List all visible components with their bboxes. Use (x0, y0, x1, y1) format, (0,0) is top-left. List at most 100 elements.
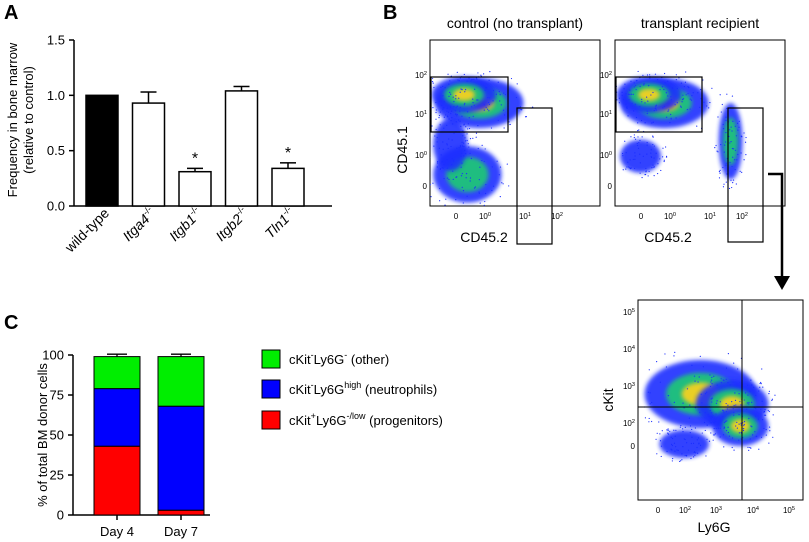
event-dot (439, 168, 441, 171)
plot1-y-tick-label-base: 10 (415, 151, 424, 160)
event-dot (670, 96, 672, 98)
event-dot (651, 166, 653, 169)
event-dot (634, 138, 637, 140)
plot2-y-tick-label-exp: 1 (609, 110, 612, 116)
event-dot (498, 90, 500, 93)
event-dot (649, 74, 651, 76)
event-dot (738, 432, 740, 434)
panel-a-y-tick-label: 1.5 (47, 33, 65, 48)
panel-c-stack-segment (93, 388, 141, 447)
event-dot (426, 98, 427, 99)
event-dot (464, 102, 466, 104)
event-dot (725, 402, 727, 405)
inset-x-tick-label-exp: 4 (756, 506, 759, 512)
event-dot (660, 169, 662, 172)
panel-c-y-axis-label: % of total BM donor cells (35, 363, 50, 507)
event-dot (622, 169, 624, 171)
event-dot (723, 426, 725, 428)
event-dot (649, 403, 651, 405)
event-dot (461, 152, 463, 155)
event-dot (716, 150, 718, 152)
event-dot (727, 381, 729, 384)
event-dot (436, 166, 438, 168)
event-dot (763, 414, 766, 416)
panel-c-legend-swatch (261, 379, 281, 399)
event-dot (431, 125, 433, 127)
event-dot (704, 429, 706, 432)
event-dot (618, 102, 620, 104)
event-dot (655, 107, 657, 109)
event-dot (633, 134, 635, 136)
inset-x-tick-label-exp: 5 (792, 506, 795, 512)
inset-y-tick-label: 105 (623, 308, 635, 317)
panel-a-y-tick-label: 0.0 (47, 199, 65, 214)
event-dot (661, 156, 664, 158)
event-dot (442, 85, 444, 88)
event-dot (430, 196, 432, 198)
plot1-x-tick-label-exp: 1 (528, 212, 531, 218)
event-dot (637, 130, 639, 132)
event-dot (428, 93, 429, 94)
event-dot (706, 424, 708, 426)
event-dot (634, 152, 636, 154)
event-dot (767, 409, 769, 412)
legend-superscript: + (311, 411, 316, 421)
event-dot (485, 184, 487, 186)
plot2-y-tick-label-exp: 0 (609, 151, 612, 157)
event-dot (469, 180, 471, 182)
event-dot (729, 161, 731, 164)
plot2-y-tick-label: 102 (600, 71, 612, 80)
event-dot (720, 144, 722, 146)
legend-text: (other) (347, 352, 389, 367)
event-dot (648, 417, 650, 420)
event-dot (475, 132, 478, 134)
event-dot (750, 379, 752, 381)
event-dot (435, 118, 437, 120)
event-dot (664, 353, 666, 355)
event-dot (646, 144, 648, 146)
event-dot (733, 411, 735, 414)
event-dot (641, 136, 643, 138)
inset-x-tick-label-exp: 2 (688, 506, 691, 512)
event-dot (675, 74, 677, 76)
event-dot (627, 161, 629, 163)
event-dot (734, 399, 737, 401)
event-dot (700, 393, 702, 395)
event-dot (611, 106, 612, 107)
event-dot (651, 122, 653, 124)
event-dot (730, 126, 732, 128)
inset-y-tick-label-base: 10 (623, 345, 632, 354)
event-dot (762, 386, 764, 388)
event-dot (736, 122, 739, 124)
event-dot (431, 77, 434, 80)
event-dot (716, 400, 718, 402)
event-dot (459, 120, 461, 122)
event-dot (724, 421, 726, 424)
plot1-x-tick-label: 100 (479, 212, 491, 221)
event-dot (450, 110, 453, 112)
event-dot (742, 429, 745, 432)
event-dot (503, 114, 506, 116)
event-dot (710, 412, 713, 414)
event-dot (768, 390, 770, 392)
event-dot (715, 144, 717, 147)
event-dot (639, 105, 641, 108)
event-dot (456, 105, 459, 107)
event-dot (720, 381, 722, 384)
event-dot (674, 104, 676, 106)
event-dot (487, 108, 489, 110)
event-dot (454, 110, 457, 112)
event-dot (659, 158, 661, 160)
event-dot (733, 404, 735, 407)
panel-a-y-tick-label: 1.0 (47, 88, 65, 103)
event-dot (468, 77, 470, 79)
panel-a-category-label: wild-type (61, 205, 112, 256)
event-dot (477, 72, 479, 74)
event-dot (672, 457, 674, 460)
event-dot (769, 430, 771, 432)
event-dot (697, 452, 699, 454)
panel-label-c: C (4, 312, 18, 334)
event-dot (715, 421, 717, 423)
event-dot (759, 382, 761, 385)
event-dot (690, 457, 692, 460)
